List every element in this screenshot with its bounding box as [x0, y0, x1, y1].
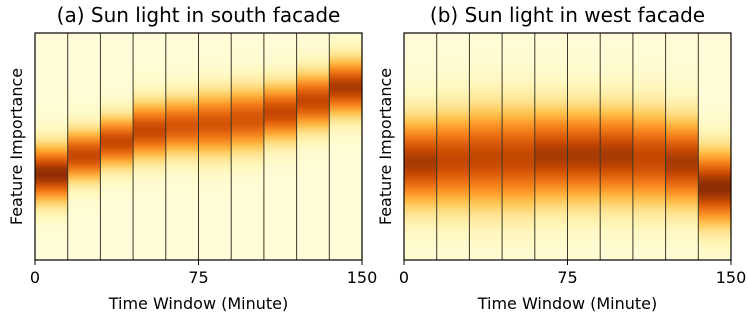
heatmap-column-8 [632, 33, 666, 260]
heatmap-column-3 [100, 33, 134, 260]
heatmap-column-5 [165, 33, 199, 260]
heatmap-column-5 [534, 33, 568, 260]
x-tick-label: 0 [399, 268, 409, 287]
heatmap-column-1 [404, 33, 437, 260]
heatmap-column-2 [67, 33, 101, 260]
heatmap-column-3 [469, 33, 503, 260]
heatmap-column-7 [600, 33, 633, 260]
x-tick-label: 0 [30, 268, 40, 287]
heatmap-panel-2: 0 75 150 (b) Sun light in west facade Time W… [376, 3, 746, 313]
x-tick-label: 75 [557, 268, 577, 287]
heatmap-column-10 [329, 33, 362, 260]
y-axis-label: Feature Importance [376, 68, 395, 225]
heatmap-column-6 [198, 33, 232, 260]
heatmap-column-7 [231, 33, 264, 260]
x-axis-label: Time Window (Minute) [477, 294, 658, 313]
heatmap-column-4 [133, 33, 166, 260]
heatmap-column-4 [502, 33, 535, 260]
x-tick-label: 150 [716, 268, 747, 287]
heatmap-column-1 [35, 33, 68, 260]
heatmap-column-6 [567, 33, 601, 260]
heatmap-column-9 [296, 33, 330, 260]
x-tick-label: 150 [347, 268, 378, 287]
x-axis-label: Time Window (Minute) [108, 294, 289, 313]
heatmap-column-8 [263, 33, 297, 260]
heatmap-panel-1: 0 75 150 (a) Sun light in south facade Time … [7, 3, 377, 313]
chart-title: (b) Sun light in west facade [430, 3, 705, 27]
heatmap-column-9 [665, 33, 699, 260]
heatmap-column-10 [698, 33, 731, 260]
y-axis-label: Feature Importance [7, 68, 26, 225]
heatmap-column-2 [436, 33, 470, 260]
x-tick-label: 75 [188, 268, 208, 287]
chart-title: (a) Sun light in south facade [57, 3, 341, 27]
